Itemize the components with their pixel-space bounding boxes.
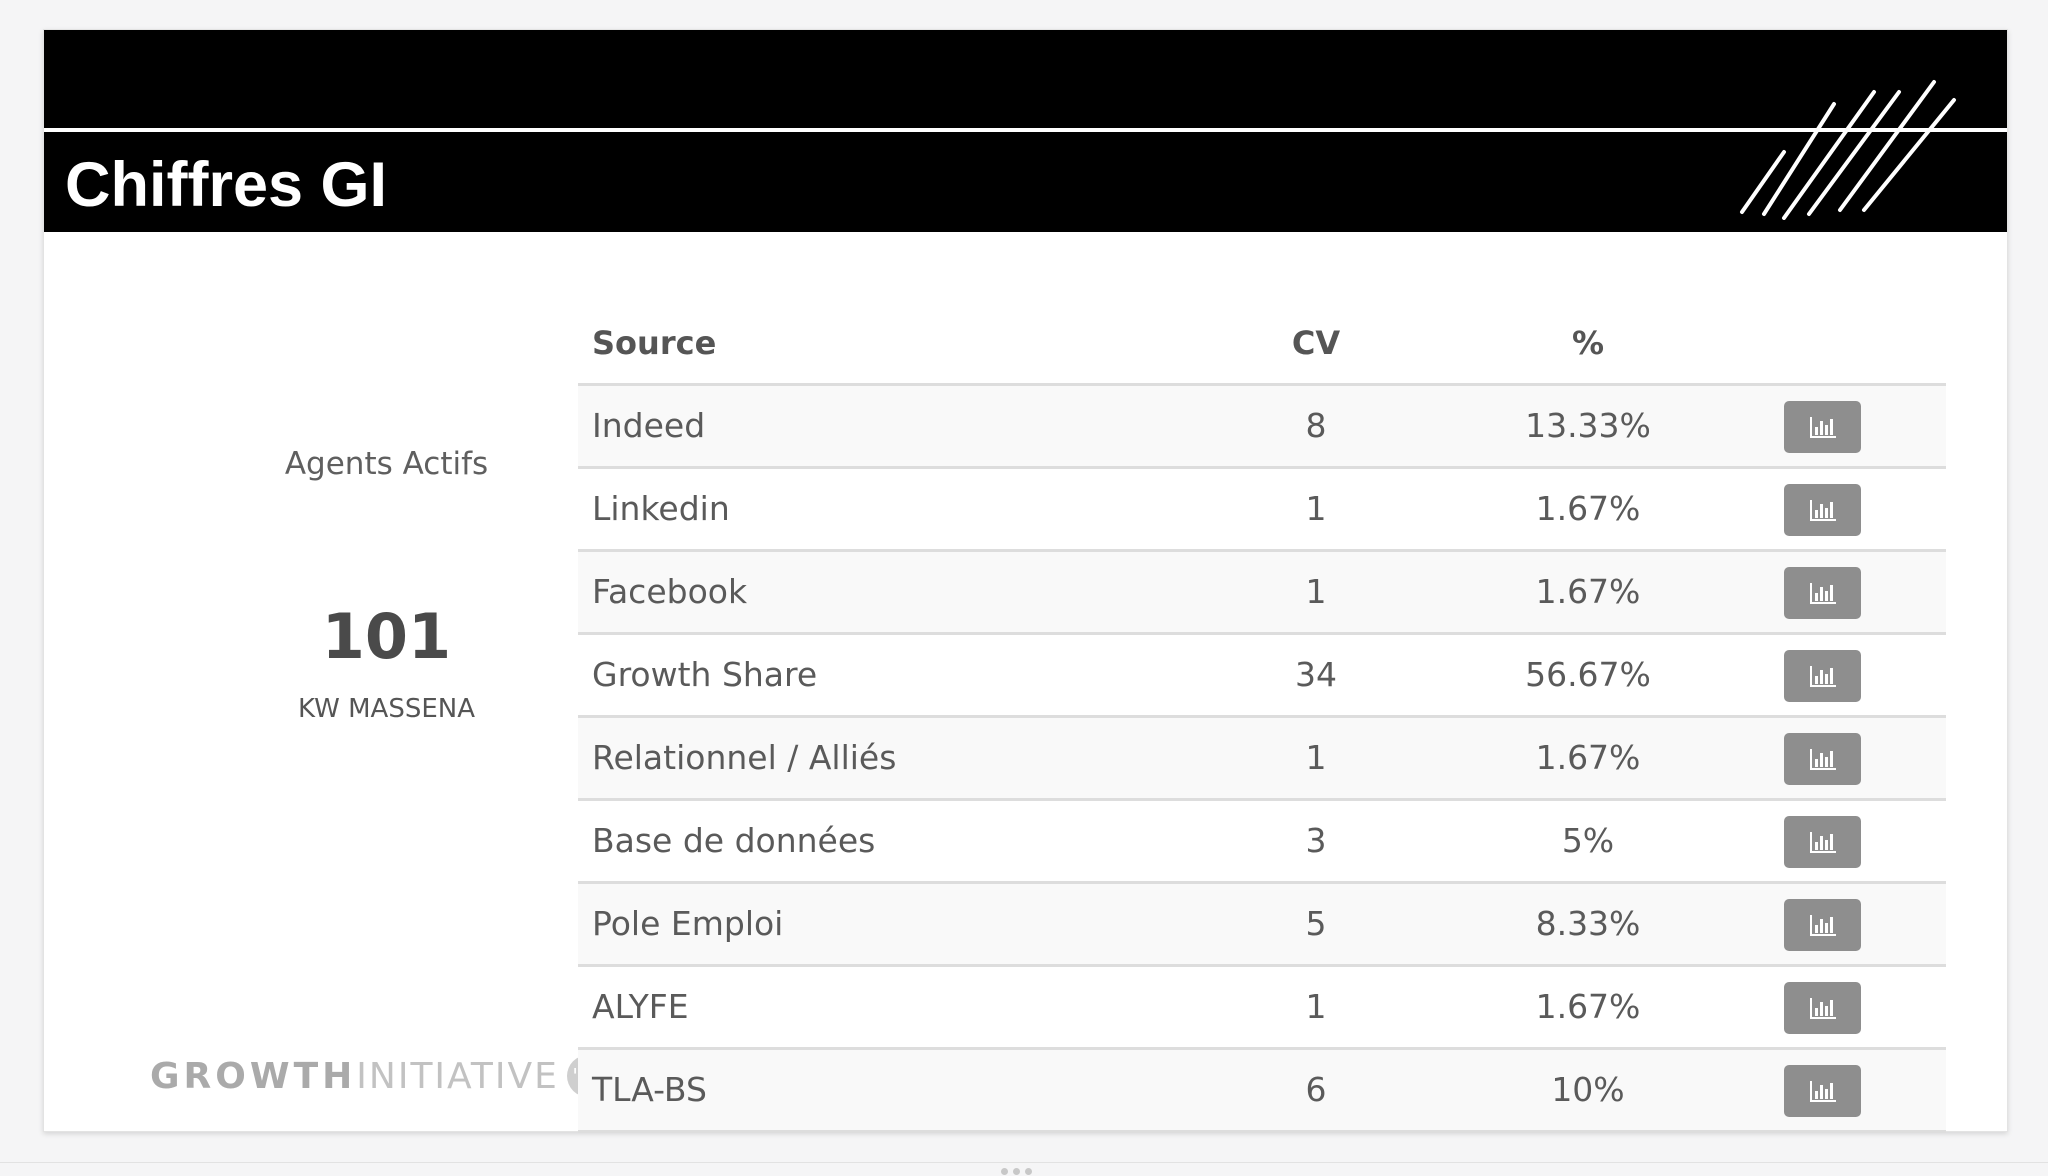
bar-chart-icon	[1809, 915, 1836, 936]
table-row: ALYFE 1 1.67%	[578, 967, 1946, 1050]
header-divider	[44, 128, 2007, 132]
cell-percent: 1.67%	[1535, 738, 1641, 777]
cell-source: Indeed	[592, 406, 706, 445]
cell-source: Relationnel / Alliés	[592, 738, 897, 777]
slide-title: Chiffres GI	[65, 150, 388, 220]
bar-chart-icon	[1809, 583, 1836, 604]
agents-label: Agents Actifs	[284, 446, 489, 482]
view-chart-button[interactable]	[1784, 484, 1861, 536]
cell-percent: 8.33%	[1535, 904, 1641, 943]
cell-cv: 1	[1305, 738, 1327, 777]
view-chart-button[interactable]	[1784, 650, 1861, 702]
cell-percent: 1.67%	[1535, 987, 1641, 1026]
cell-source: Growth Share	[592, 655, 818, 694]
bar-chart-icon	[1809, 749, 1836, 770]
cell-source: ALYFE	[592, 987, 689, 1026]
table-row: Indeed 8 13.33%	[578, 386, 1946, 469]
slide-card: Chiffres GI Agents Actifs 101 KW MASSENA…	[43, 29, 2008, 1133]
cell-cv: 34	[1295, 655, 1337, 694]
slide-header: Chiffres GI	[44, 30, 2007, 232]
bar-chart-icon	[1809, 832, 1836, 853]
bar-chart-icon	[1809, 998, 1836, 1019]
cell-cv: 8	[1305, 406, 1327, 445]
bar-chart-icon	[1809, 417, 1836, 438]
bar-chart-icon	[1809, 1081, 1836, 1102]
cell-percent: 5%	[1561, 821, 1615, 860]
view-chart-button[interactable]	[1784, 1065, 1861, 1117]
view-chart-button[interactable]	[1784, 982, 1861, 1034]
table-row: Facebook 1 1.67%	[578, 552, 1946, 635]
cell-percent: 10%	[1551, 1070, 1625, 1109]
bar-chart-icon	[1809, 500, 1836, 521]
cell-percent: 56.67%	[1525, 655, 1651, 694]
cell-percent: 13.33%	[1525, 406, 1651, 445]
cell-cv: 1	[1305, 489, 1327, 528]
table-row: Pole Emploi 5 8.33%	[578, 884, 1946, 967]
bar-chart-icon	[1809, 666, 1836, 687]
cell-source: Base de données	[592, 821, 876, 860]
cell-cv: 6	[1305, 1070, 1327, 1109]
sources-table: Source CV % Indeed 8 13.33% Linkedin 1 1.67% F…	[578, 280, 1946, 1133]
resize-grip-icon[interactable]	[1001, 1168, 1032, 1175]
table-row: Linkedin 1 1.67%	[578, 469, 1946, 552]
cell-source: Pole Emploi	[592, 904, 784, 943]
growth-initiative-logo: GROWTH INITIATIVE '16	[150, 1055, 609, 1097]
cell-cv: 1	[1305, 572, 1327, 611]
cell-source: Facebook	[592, 572, 748, 611]
cell-percent: 1.67%	[1535, 489, 1641, 528]
agents-count: 101	[321, 600, 452, 673]
view-chart-button[interactable]	[1784, 816, 1861, 868]
column-header-source: Source	[592, 324, 717, 362]
view-chart-button[interactable]	[1784, 401, 1861, 453]
table-header: Source CV %	[578, 280, 1946, 386]
table-body: Indeed 8 13.33% Linkedin 1 1.67% Facebook 1 1.67…	[578, 386, 1946, 1133]
agency-name: KW MASSENA	[298, 694, 475, 724]
view-chart-button[interactable]	[1784, 567, 1861, 619]
slash-lines-logo-icon	[1740, 80, 1956, 220]
column-header-cv: CV	[1291, 324, 1341, 362]
cell-cv: 1	[1305, 987, 1327, 1026]
table-row: Growth Share 34 56.67%	[578, 635, 1946, 718]
cell-cv: 3	[1305, 821, 1327, 860]
column-header-percent: %	[1571, 324, 1605, 362]
view-chart-button[interactable]	[1784, 733, 1861, 785]
brand-light-text: INITIATIVE	[356, 1055, 559, 1097]
cell-source: TLA-BS	[592, 1070, 707, 1109]
cell-source: Linkedin	[592, 489, 730, 528]
bottom-divider	[0, 1162, 2048, 1163]
brand-strong-text: GROWTH	[150, 1055, 357, 1097]
table-row: Base de données 3 5%	[578, 801, 1946, 884]
cell-cv: 5	[1305, 904, 1327, 943]
table-row: TLA-BS 6 10%	[578, 1050, 1946, 1133]
table-row: Relationnel / Alliés 1 1.67%	[578, 718, 1946, 801]
view-chart-button[interactable]	[1784, 899, 1861, 951]
cell-percent: 1.67%	[1535, 572, 1641, 611]
